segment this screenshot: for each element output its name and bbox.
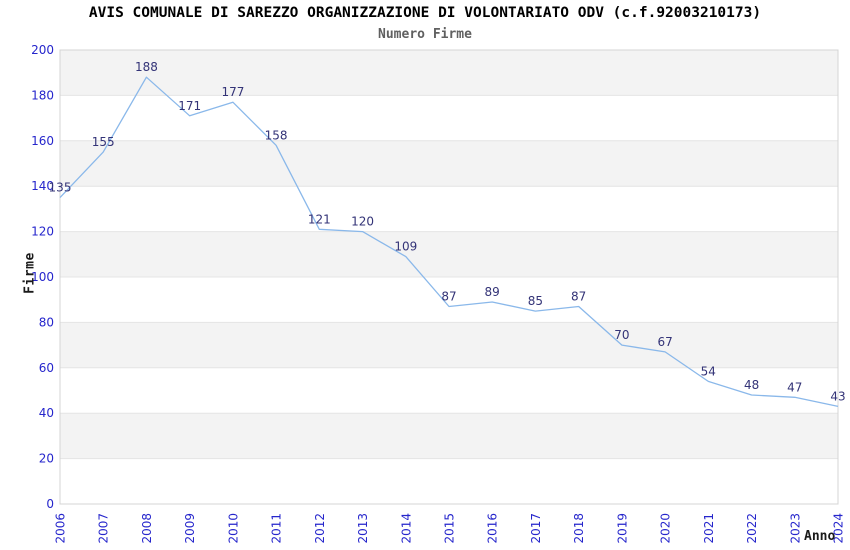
x-tick-label: 2008: [140, 513, 154, 544]
data-point-label: 155: [92, 135, 115, 149]
data-point-label: 177: [221, 85, 244, 99]
data-point-label: 70: [614, 328, 629, 342]
data-point-label: 67: [657, 335, 672, 349]
plot-band: [60, 322, 838, 368]
data-point-label: 85: [528, 294, 543, 308]
data-point-label: 171: [178, 99, 201, 113]
x-tick-label: 2021: [702, 513, 716, 544]
y-tick-label: 180: [31, 88, 54, 102]
x-tick-label: 2011: [270, 513, 284, 544]
x-tick-label: 2022: [745, 513, 759, 544]
y-tick-label: 120: [31, 225, 54, 239]
plot-band: [60, 140, 838, 187]
y-tick-label: 40: [39, 406, 54, 420]
data-point-label: 87: [571, 290, 586, 304]
series-line: [59, 76, 839, 408]
data-point-label: 158: [265, 128, 288, 142]
plot-band: [60, 413, 838, 459]
data-point-label: 54: [701, 364, 716, 378]
y-tick-label: 20: [39, 452, 54, 466]
x-tick-label: 2014: [399, 513, 413, 544]
chart-subtitle: Numero Firme: [378, 27, 472, 42]
y-tick-label: 140: [31, 179, 54, 193]
y-tick-label: 80: [39, 315, 54, 329]
y-axis-title: Firme: [22, 252, 38, 294]
x-tick-label: 2006: [54, 513, 68, 544]
data-point-label: 47: [787, 380, 802, 394]
x-tick-label: 2019: [615, 513, 629, 544]
data-point-label: 121: [308, 212, 331, 226]
y-tick-label: 0: [46, 497, 54, 511]
y-tick-label: 100: [31, 270, 54, 284]
y-tick-label: 160: [31, 134, 54, 148]
data-point-label: 135: [49, 181, 72, 195]
x-tick-label: 2020: [659, 513, 673, 544]
data-point-label: 120: [351, 215, 374, 229]
x-tick-label: 2013: [356, 513, 370, 544]
chart-title: AVIS COMUNALE DI SAREZZO ORGANIZZAZIONE …: [88, 5, 762, 21]
y-tick-label: 200: [31, 43, 54, 57]
plot-band: [60, 231, 838, 277]
x-tick-label: 2017: [529, 513, 543, 544]
x-tick-label: 2018: [572, 513, 586, 544]
data-point-label: 89: [485, 285, 500, 299]
data-point-label: 87: [441, 290, 456, 304]
data-point-label: 188: [135, 60, 158, 74]
x-tick-label: 2010: [226, 513, 240, 544]
x-tick-label: 2023: [788, 513, 802, 544]
x-tick-label: 2009: [183, 513, 197, 544]
x-tick-label: 2024: [832, 513, 846, 544]
plot-border: [59, 49, 839, 505]
y-tick-label: 60: [39, 361, 54, 375]
x-tick-label: 2015: [443, 513, 457, 544]
data-point-label: 48: [744, 378, 759, 392]
x-axis-title: Anno: [804, 529, 836, 544]
plot-band: [60, 50, 838, 96]
x-tick-label: 2016: [486, 513, 500, 544]
x-tick-label: 2007: [97, 513, 111, 544]
x-tick-label: 2012: [313, 513, 327, 544]
data-point-label: 109: [394, 240, 417, 254]
data-point-label: 43: [830, 389, 845, 403]
